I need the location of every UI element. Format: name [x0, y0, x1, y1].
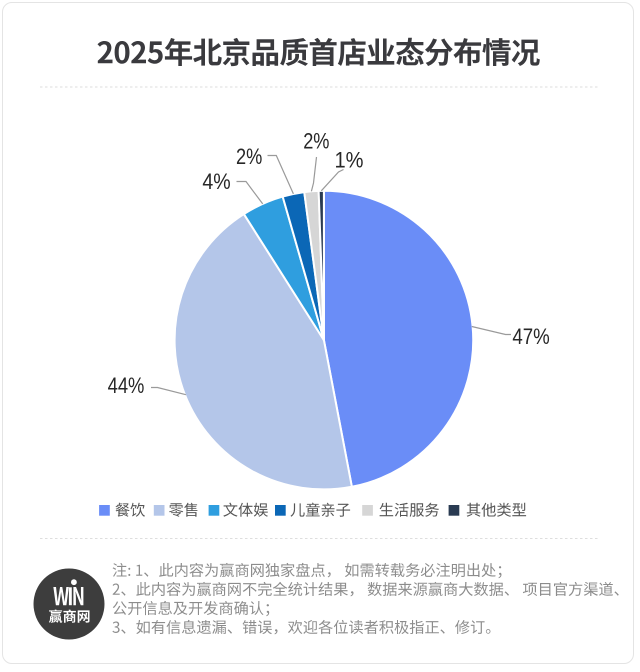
svg-text:44%: 44% [108, 373, 145, 398]
svg-text:4%: 4% [202, 169, 230, 194]
svg-text:1%: 1% [335, 147, 364, 172]
svg-text:47%: 47% [512, 324, 549, 349]
svg-text:2%: 2% [303, 128, 329, 153]
svg-text:2%: 2% [236, 144, 262, 169]
